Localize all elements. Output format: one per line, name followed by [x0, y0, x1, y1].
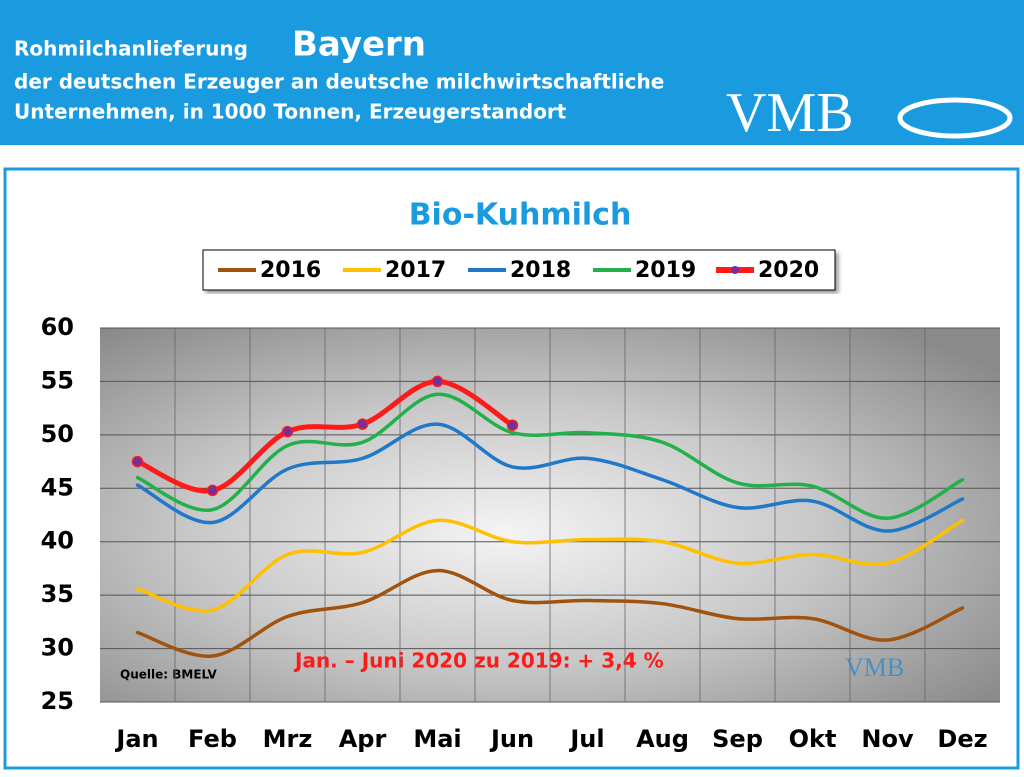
x-tick-label: Feb	[188, 725, 237, 753]
series-line	[135, 568, 965, 658]
header-region: Bayern	[292, 25, 426, 65]
series-line	[135, 392, 965, 520]
x-tick-label: Okt	[789, 725, 837, 753]
x-tick-label: Dez	[937, 725, 987, 753]
x-tick-label: Jan	[114, 725, 158, 753]
legend-label: 2020	[758, 258, 819, 283]
x-tick-label: Nov	[861, 725, 914, 753]
y-tick-label: 50	[41, 420, 74, 448]
series-line	[135, 422, 965, 533]
legend-label: 2018	[510, 258, 571, 283]
y-tick-label: 60	[41, 313, 74, 341]
series-line	[135, 378, 515, 494]
chart-title: Bio-Kuhmilch	[409, 198, 632, 233]
data-point	[431, 375, 444, 388]
data-point	[356, 418, 369, 430]
header-line: Unternehmen, in 1000 Tonnen, Erzeugersta…	[14, 100, 567, 124]
y-tick-label: 25	[41, 687, 74, 715]
x-tick-label: Jun	[489, 725, 534, 753]
data-point	[281, 425, 294, 438]
y-tick-label: 40	[41, 527, 74, 555]
annotation: Jan. – Juni 2020 zu 2019: + 3,4 %	[293, 649, 664, 673]
y-tick-label: 30	[41, 634, 74, 662]
legend-label: 2019	[635, 258, 696, 283]
legend-label: 2016	[260, 258, 321, 283]
data-point	[206, 484, 219, 497]
y-tick-label: 45	[41, 473, 74, 501]
legend-label: 2017	[385, 258, 446, 283]
x-tick-label: Aug	[636, 725, 689, 753]
header-line: der deutschen Erzeuger an deutsche milch…	[14, 70, 664, 94]
x-tick-label: Mrz	[263, 725, 313, 753]
source: Quelle: BMELV	[120, 668, 218, 682]
y-tick-label: 55	[41, 366, 74, 394]
data-point	[131, 455, 144, 468]
x-tick-label: Sep	[712, 725, 763, 753]
y-tick-label: 35	[41, 580, 74, 608]
x-tick-label: Apr	[339, 725, 387, 753]
header-title: Rohmilchanlieferung	[14, 37, 248, 61]
logo: VMB	[726, 82, 854, 144]
legend-marker	[731, 266, 739, 274]
data-point	[506, 419, 519, 431]
x-tick-label: Mai	[413, 725, 461, 753]
x-tick-label: Jul	[568, 725, 604, 753]
series-line	[135, 518, 965, 613]
logo-swirl	[897, 97, 1013, 139]
watermark: VMB	[845, 653, 904, 682]
header-band	[0, 0, 1024, 145]
